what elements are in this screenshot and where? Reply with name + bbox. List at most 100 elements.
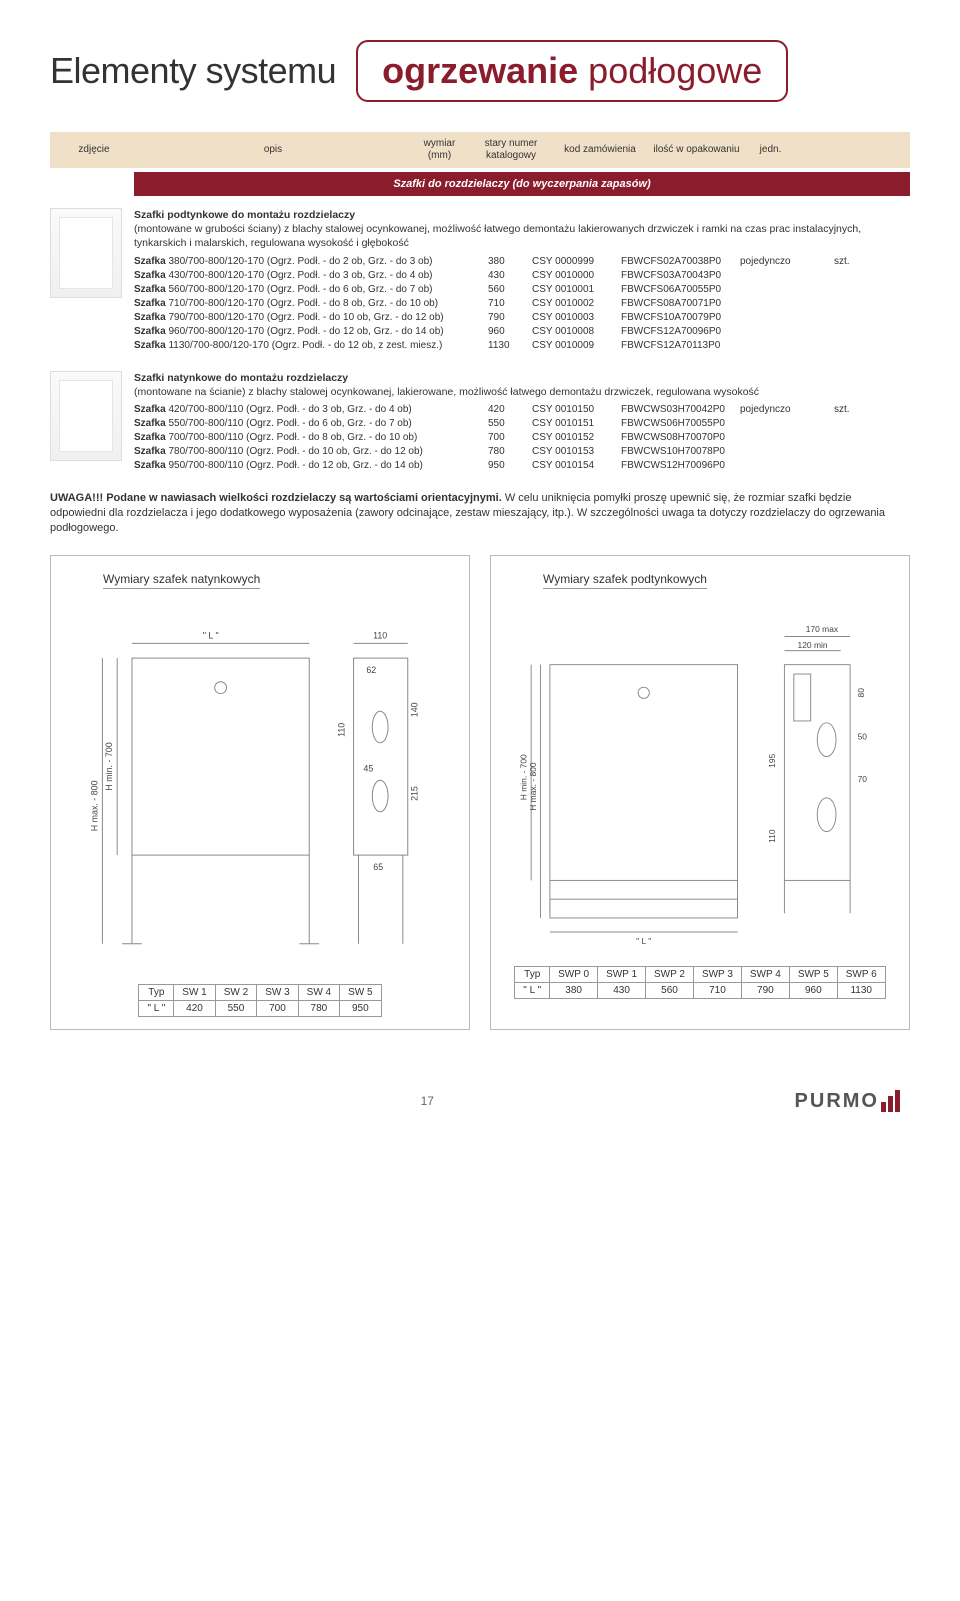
table-row: Szafka 420/700-800/110 (Ogrz. Podł. - do… bbox=[134, 403, 910, 417]
dim-val: 710 bbox=[693, 982, 741, 998]
svg-text:70: 70 bbox=[858, 774, 868, 784]
product-block-1: Szafki podtynkowe do montażu rozdzielacz… bbox=[50, 208, 910, 353]
col-kod: kod zamówienia bbox=[555, 144, 645, 156]
dim-head: SW 3 bbox=[257, 984, 298, 1000]
svg-text:H min. - 700: H min. - 700 bbox=[104, 743, 114, 791]
section-bar: Szafki do rozdzielaczy (do wyczerpania z… bbox=[134, 172, 910, 196]
row-old: CSY 0010009 bbox=[532, 339, 617, 353]
row-code: FBWCFS06A70055P0 bbox=[621, 283, 736, 297]
svg-text:" L ": " L " bbox=[203, 631, 219, 641]
dim-val: 420 bbox=[174, 1000, 215, 1016]
diagram-right-svg: 170 max 120 min 80 195 50 70 110 H max. … bbox=[503, 599, 897, 955]
col-jedn: jedn. bbox=[748, 144, 793, 156]
diagram-left-title: Wymiary szafek natynkowych bbox=[103, 572, 260, 589]
table-row: Szafka 950/700-800/110 (Ogrz. Podł. - do… bbox=[134, 459, 910, 473]
col-ilosc: ilość w opakowaniu bbox=[649, 144, 744, 156]
row-unit bbox=[834, 417, 874, 431]
dim-row-label: " L " bbox=[515, 982, 550, 998]
row-unit bbox=[834, 311, 874, 325]
brand-bars-icon bbox=[881, 1090, 900, 1112]
product-block-2: Szafki natynkowe do montażu rozdzielaczy… bbox=[50, 371, 910, 473]
row-mm: 950 bbox=[488, 459, 528, 473]
diagram-right: Wymiary szafek podtynkowych bbox=[490, 555, 910, 1029]
row-desc: Szafka 420/700-800/110 (Ogrz. Podł. - do… bbox=[134, 403, 484, 417]
row-old: CSY 0010151 bbox=[532, 417, 617, 431]
page-number: 17 bbox=[421, 1094, 434, 1108]
row-code: FBWCWS10H70078P0 bbox=[621, 445, 736, 459]
row-old: CSY 0010002 bbox=[532, 297, 617, 311]
block1-intro: (montowane w grubości ściany) z blachy s… bbox=[134, 223, 861, 249]
svg-text:H min. - 700: H min. - 700 bbox=[518, 754, 528, 800]
row-mm: 560 bbox=[488, 283, 528, 297]
svg-text:" L ": " L " bbox=[636, 937, 651, 947]
row-pack bbox=[740, 325, 830, 339]
row-desc: Szafka 960/700-800/120-170 (Ogrz. Podł. … bbox=[134, 325, 484, 339]
svg-text:110: 110 bbox=[337, 723, 347, 737]
table-row: Szafka 550/700-800/110 (Ogrz. Podł. - do… bbox=[134, 417, 910, 431]
row-code: FBWCWS03H70042P0 bbox=[621, 403, 736, 417]
block2-heading: Szafki natynkowe do montażu rozdzielaczy bbox=[134, 372, 348, 384]
row-unit bbox=[834, 445, 874, 459]
row-desc: Szafka 700/700-800/110 (Ogrz. Podł. - do… bbox=[134, 431, 484, 445]
row-code: FBWCWS08H70070P0 bbox=[621, 431, 736, 445]
row-pack bbox=[740, 417, 830, 431]
title-right-strong: ogrzewanie bbox=[382, 50, 578, 91]
block1-heading: Szafki podtynkowe do montażu rozdzielacz… bbox=[134, 209, 355, 221]
row-old: CSY 0010003 bbox=[532, 311, 617, 325]
row-unit bbox=[834, 283, 874, 297]
page-footer: 17 PURMO bbox=[50, 1090, 910, 1113]
svg-text:120 min: 120 min bbox=[798, 640, 828, 650]
row-desc: Szafka 560/700-800/120-170 (Ogrz. Podł. … bbox=[134, 283, 484, 297]
table-row: Szafka 960/700-800/120-170 (Ogrz. Podł. … bbox=[134, 325, 910, 339]
row-unit bbox=[834, 459, 874, 473]
product-thumb-2 bbox=[50, 371, 122, 461]
dim-head: SWP 1 bbox=[598, 966, 646, 982]
row-code: FBWCWS12H70096P0 bbox=[621, 459, 736, 473]
row-desc: Szafka 710/700-800/120-170 (Ogrz. Podł. … bbox=[134, 297, 484, 311]
svg-text:62: 62 bbox=[366, 665, 376, 675]
dim-val: 700 bbox=[257, 1000, 298, 1016]
dim-head: SWP 4 bbox=[741, 966, 789, 982]
dim-val: 550 bbox=[215, 1000, 256, 1016]
svg-text:H max. - 800: H max. - 800 bbox=[528, 763, 538, 812]
page-header: Elementy systemu ogrzewanie podłogowe bbox=[50, 40, 910, 102]
row-mm: 380 bbox=[488, 255, 528, 269]
row-desc: Szafka 790/700-800/120-170 (Ogrz. Podł. … bbox=[134, 311, 484, 325]
svg-text:50: 50 bbox=[858, 732, 868, 742]
row-unit: szt. bbox=[834, 255, 874, 269]
row-unit: szt. bbox=[834, 403, 874, 417]
row-desc: Szafka 430/700-800/120-170 (Ogrz. Podł. … bbox=[134, 269, 484, 283]
table-row: Szafka 710/700-800/120-170 (Ogrz. Podł. … bbox=[134, 297, 910, 311]
row-code: FBWCFS02A70038P0 bbox=[621, 255, 736, 269]
diagram-left-table: TypSW 1SW 2SW 3SW 4SW 5 " L "42055070078… bbox=[138, 984, 381, 1017]
warning-text: UWAGA!!! Podane w nawiasach wielkości ro… bbox=[50, 491, 910, 536]
dim-val: 380 bbox=[550, 982, 598, 998]
dim-head: SW 5 bbox=[340, 984, 381, 1000]
product-thumb-1 bbox=[50, 208, 122, 298]
row-pack bbox=[740, 431, 830, 445]
svg-text:110: 110 bbox=[373, 631, 387, 641]
svg-text:215: 215 bbox=[410, 786, 420, 801]
row-old: CSY 0010152 bbox=[532, 431, 617, 445]
row-code: FBWCFS12A70113P0 bbox=[621, 339, 736, 353]
row-pack bbox=[740, 459, 830, 473]
col-opis: opis bbox=[138, 144, 408, 156]
row-code: FBWCFS08A70071P0 bbox=[621, 297, 736, 311]
dim-val: 430 bbox=[598, 982, 646, 998]
row-old: CSY 0000999 bbox=[532, 255, 617, 269]
row-mm: 960 bbox=[488, 325, 528, 339]
diagram-right-title: Wymiary szafek podtynkowych bbox=[543, 572, 707, 589]
row-desc: Szafka 1130/700-800/120-170 (Ogrz. Podł.… bbox=[134, 339, 484, 353]
diagram-right-table: TypSWP 0SWP 1SWP 2SWP 3SWP 4SWP 5SWP 6 "… bbox=[514, 966, 885, 999]
svg-text:H max. - 800: H max. - 800 bbox=[89, 781, 99, 832]
row-unit bbox=[834, 325, 874, 339]
dim-val: 560 bbox=[646, 982, 694, 998]
row-mm: 710 bbox=[488, 297, 528, 311]
dim-row-label: " L " bbox=[139, 1000, 174, 1016]
table-row: Szafka 780/700-800/110 (Ogrz. Podł. - do… bbox=[134, 445, 910, 459]
dim-val: 950 bbox=[340, 1000, 381, 1016]
row-unit bbox=[834, 297, 874, 311]
table-row: Szafka 380/700-800/120-170 (Ogrz. Podł. … bbox=[134, 255, 910, 269]
dim-head: SWP 2 bbox=[646, 966, 694, 982]
dim-head: SWP 5 bbox=[789, 966, 837, 982]
